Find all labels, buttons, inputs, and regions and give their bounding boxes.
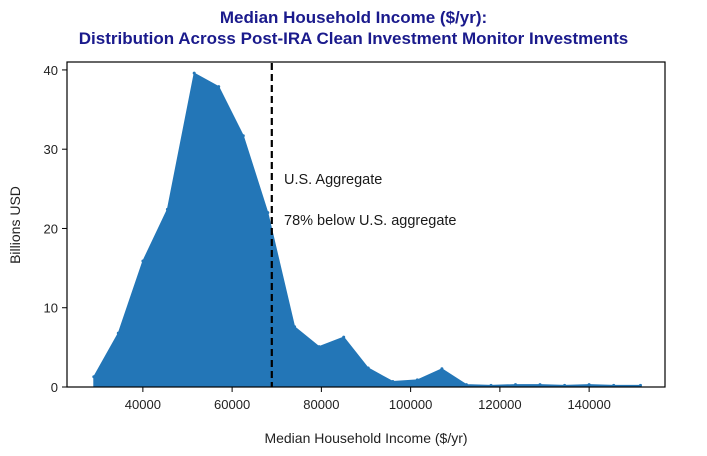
data-point bbox=[538, 383, 542, 387]
data-point bbox=[563, 383, 567, 387]
data-point bbox=[116, 331, 120, 335]
x-tick-label: 100000 bbox=[389, 397, 432, 412]
data-point bbox=[293, 325, 297, 329]
data-point bbox=[612, 383, 616, 387]
data-point bbox=[317, 345, 321, 349]
data-point bbox=[391, 380, 395, 383]
data-point bbox=[241, 134, 245, 138]
data-point bbox=[489, 383, 493, 387]
y-tick-label: 0 bbox=[51, 380, 58, 395]
data-point bbox=[342, 335, 346, 339]
distribution-area bbox=[93, 72, 641, 388]
data-point bbox=[514, 383, 517, 387]
reference-line-label: U.S. Aggregate bbox=[284, 172, 382, 188]
data-point bbox=[92, 375, 96, 379]
x-tick-label: 120000 bbox=[478, 397, 521, 412]
data-point bbox=[440, 367, 444, 371]
chart-title-line-1: Median Household Income ($/yr): bbox=[219, 8, 488, 27]
y-tick-label: 40 bbox=[44, 63, 58, 78]
data-point bbox=[141, 259, 145, 263]
chart-title-line-2: Distribution Across Post-IRA Clean Inves… bbox=[78, 29, 629, 48]
x-tick-label: 140000 bbox=[567, 397, 610, 412]
y-tick-label: 10 bbox=[44, 301, 58, 316]
data-point bbox=[217, 85, 221, 89]
x-tick-label: 40000 bbox=[125, 397, 161, 412]
data-point bbox=[639, 383, 642, 387]
y-axis-label: Billions USD bbox=[7, 186, 23, 264]
data-point bbox=[366, 366, 370, 370]
data-point bbox=[192, 71, 196, 75]
chart-title: Median Household Income ($/yr): Distribu… bbox=[0, 7, 707, 49]
y-tick-label: 20 bbox=[44, 221, 58, 236]
plot-frame bbox=[66, 61, 666, 388]
data-point bbox=[266, 211, 270, 215]
data-point bbox=[415, 378, 419, 382]
x-tick-label: 80000 bbox=[303, 397, 339, 412]
x-tick-label: 60000 bbox=[214, 397, 250, 412]
y-tick-label: 30 bbox=[44, 142, 58, 157]
data-point bbox=[587, 383, 591, 387]
x-axis-label: Median Household Income ($/yr) bbox=[264, 430, 467, 446]
data-point bbox=[165, 207, 169, 211]
reference-line-note: 78% below U.S. aggregate bbox=[284, 213, 457, 229]
data-point bbox=[464, 383, 468, 387]
